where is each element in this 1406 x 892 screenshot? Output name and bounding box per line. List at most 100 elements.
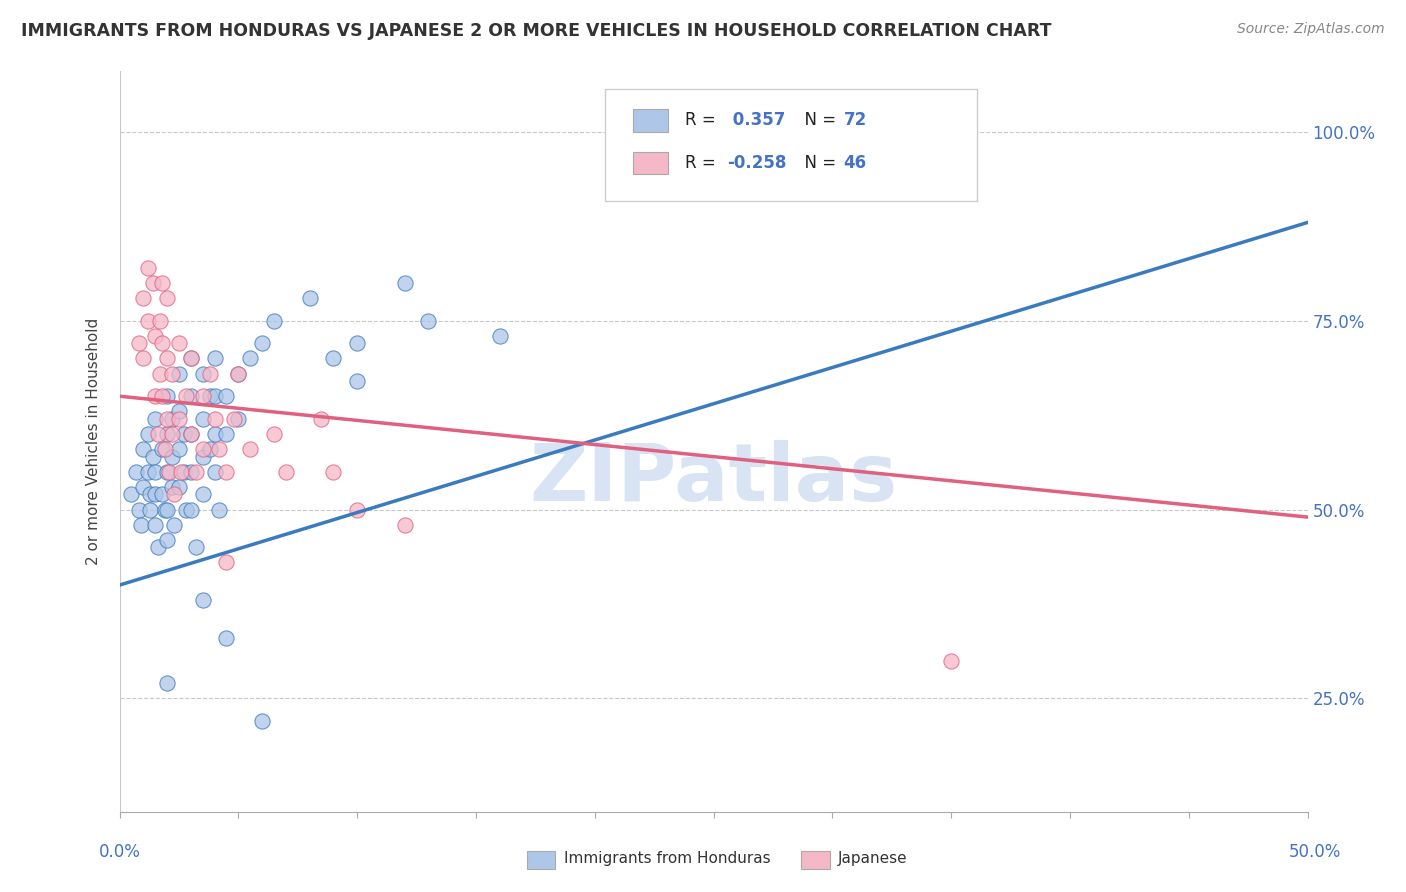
Point — [163, 517, 186, 532]
Point — [125, 465, 148, 479]
Point — [153, 442, 176, 456]
Point — [150, 442, 173, 456]
Point — [298, 291, 321, 305]
Point — [156, 389, 179, 403]
Point — [191, 487, 214, 501]
Point — [150, 487, 173, 501]
Point — [132, 442, 155, 456]
Point — [143, 328, 166, 343]
Point — [191, 412, 214, 426]
Point — [941, 654, 963, 668]
Text: 72: 72 — [844, 112, 868, 129]
Point — [204, 389, 226, 403]
Point — [191, 593, 214, 607]
Point — [143, 389, 166, 403]
Point — [488, 328, 510, 343]
Point — [184, 465, 207, 479]
Point — [142, 450, 165, 464]
Point — [136, 313, 159, 327]
Point — [208, 442, 231, 456]
Point — [250, 714, 273, 728]
Text: Japanese: Japanese — [838, 851, 908, 865]
Point — [311, 412, 333, 426]
Point — [180, 389, 202, 403]
Point — [204, 427, 226, 442]
Text: R =: R = — [685, 112, 721, 129]
Point — [156, 502, 179, 516]
Point — [228, 367, 250, 381]
Text: IMMIGRANTS FROM HONDURAS VS JAPANESE 2 OR MORE VEHICLES IN HOUSEHOLD CORRELATION: IMMIGRANTS FROM HONDURAS VS JAPANESE 2 O… — [21, 22, 1052, 40]
Point — [239, 442, 262, 456]
Point — [773, 162, 796, 177]
Text: N =: N = — [794, 154, 842, 172]
Point — [394, 276, 416, 290]
Point — [180, 351, 202, 366]
Point — [418, 313, 440, 327]
Point — [394, 517, 416, 532]
Point — [208, 502, 231, 516]
Point — [167, 442, 190, 456]
Point — [215, 631, 238, 645]
Point — [132, 291, 155, 305]
Text: 50.0%: 50.0% — [1288, 843, 1341, 861]
Point — [174, 502, 197, 516]
Point — [146, 427, 169, 442]
Point — [132, 480, 155, 494]
Point — [228, 367, 250, 381]
Point — [142, 276, 165, 290]
Point — [263, 313, 285, 327]
Point — [180, 427, 202, 442]
Point — [346, 374, 368, 388]
Text: ZIPatlas: ZIPatlas — [530, 440, 897, 517]
Point — [156, 533, 179, 547]
Point — [163, 487, 186, 501]
Point — [143, 412, 166, 426]
Text: 46: 46 — [844, 154, 866, 172]
Point — [146, 541, 169, 555]
Point — [156, 291, 179, 305]
Point — [222, 412, 245, 426]
Point — [160, 412, 183, 426]
Point — [180, 465, 202, 479]
Text: 0.0%: 0.0% — [98, 843, 141, 861]
Point — [150, 276, 173, 290]
Point — [204, 465, 226, 479]
Point — [136, 427, 159, 442]
Point — [167, 412, 190, 426]
Point — [136, 465, 159, 479]
Point — [228, 412, 250, 426]
Point — [167, 480, 190, 494]
Point — [215, 556, 238, 570]
Text: 0.357: 0.357 — [727, 112, 786, 129]
Point — [215, 465, 238, 479]
Point — [167, 404, 190, 418]
Point — [160, 427, 183, 442]
Point — [167, 367, 190, 381]
Point — [274, 465, 297, 479]
Point — [215, 389, 238, 403]
Point — [139, 487, 162, 501]
Y-axis label: 2 or more Vehicles in Household: 2 or more Vehicles in Household — [86, 318, 101, 566]
Point — [157, 465, 180, 479]
Point — [941, 125, 963, 139]
Point — [174, 389, 197, 403]
Point — [143, 487, 166, 501]
Text: N =: N = — [794, 112, 842, 129]
Point — [150, 389, 173, 403]
Point — [346, 502, 368, 516]
Point — [173, 465, 195, 479]
Point — [173, 427, 195, 442]
Point — [156, 676, 179, 690]
Point — [322, 351, 344, 366]
Text: Immigrants from Honduras: Immigrants from Honduras — [564, 851, 770, 865]
Point — [160, 480, 183, 494]
Point — [150, 336, 173, 351]
Point — [149, 367, 172, 381]
Point — [204, 412, 226, 426]
Point — [263, 427, 285, 442]
Point — [191, 450, 214, 464]
Point — [215, 427, 238, 442]
Text: R =: R = — [685, 154, 721, 172]
Point — [239, 351, 262, 366]
Point — [198, 367, 221, 381]
